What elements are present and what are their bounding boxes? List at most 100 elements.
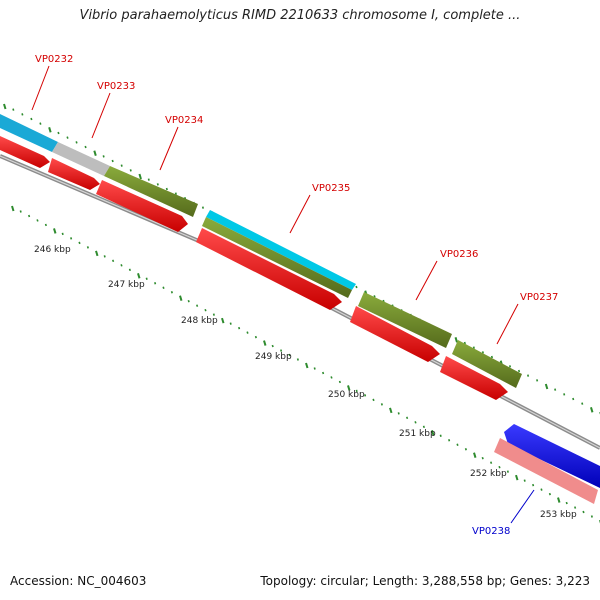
ruler-tick: [48, 127, 52, 133]
genome-summary: Topology: circular; Length: 3,288,558 bp…: [260, 574, 590, 588]
ruler-tick: [456, 443, 459, 446]
gene-label-vp0235[interactable]: VP0235: [312, 183, 350, 194]
ruler-tick: [364, 394, 367, 397]
ruler-tick: [156, 183, 159, 186]
ruler-tick: [313, 367, 316, 370]
ruler-tick: [112, 259, 115, 263]
ruler-tick: [271, 344, 274, 348]
ruler-tick: [288, 353, 291, 357]
ruler-tick: [154, 282, 157, 285]
cds-arrow-vp0237[interactable]: [440, 356, 508, 400]
ruler-tick: [137, 272, 141, 279]
cds-track: [0, 136, 508, 400]
cds-arrow-vp0234[interactable]: [96, 180, 188, 232]
ruler-ticks: [11, 205, 600, 524]
ruler-tick: [472, 346, 475, 349]
ruler-tick: [536, 379, 539, 382]
cds-arrow-vp0236[interactable]: [350, 306, 440, 362]
feature-gray-vp0233[interactable]: [52, 142, 110, 176]
gene-label-vp0232[interactable]: VP0232: [35, 54, 73, 65]
ruler-tick: [481, 456, 484, 460]
ruler-tick: [28, 214, 31, 218]
cds-arrow-vp0233[interactable]: [48, 158, 100, 190]
ruler-tick: [372, 398, 375, 402]
ruler-tick: [557, 497, 561, 503]
ruler-tick: [508, 365, 512, 368]
ruler-tick: [582, 510, 585, 514]
gene-label-vp0238[interactable]: VP0238: [472, 526, 510, 537]
ruler-tick: [572, 397, 575, 401]
ruler-tick: [563, 393, 566, 396]
ruler-tick: [57, 131, 60, 135]
ruler-tick: [196, 304, 199, 307]
gene-label-vp0234[interactable]: VP0234: [165, 115, 203, 126]
ruler-tick: [544, 383, 549, 390]
ruler-tick: [204, 308, 207, 312]
feature-pink-vp0238[interactable]: [494, 438, 598, 504]
ruler-tick: [565, 501, 568, 505]
ruler-tick: [330, 376, 333, 379]
ruler-tick: [179, 295, 183, 302]
ruler-tick: [448, 439, 451, 442]
ruler-tick: [347, 385, 351, 391]
ruler-tick: [201, 206, 205, 209]
ruler-tick: [187, 299, 190, 303]
cds-arrow-vp0232[interactable]: [0, 136, 50, 168]
ruler-tick: [263, 340, 267, 346]
ruler-tick: [590, 515, 593, 518]
ruler-tick: [162, 286, 165, 289]
ruler-tick: [515, 474, 519, 481]
feature-green-vp0235[interactable]: [202, 217, 352, 298]
kbp-label: 249 kbp: [255, 352, 292, 362]
cds-arrow-vp0235[interactable]: [196, 228, 342, 310]
ruler-tick: [581, 402, 584, 405]
gene-label-vp0236[interactable]: VP0236: [440, 249, 478, 260]
ruler-tick: [414, 421, 417, 424]
feature-green-vp0237[interactable]: [452, 340, 522, 388]
feature-track-upper: [0, 114, 600, 504]
ruler-tick: [120, 164, 123, 167]
ruler-tick: [506, 470, 509, 473]
ruler-tick: [431, 429, 435, 436]
ruler-tick: [305, 362, 309, 369]
gene-label-vp0233[interactable]: VP0233: [97, 81, 135, 92]
ruler-tick: [36, 219, 39, 222]
kbp-label: 248 kbp: [181, 316, 218, 326]
feature-blue-vp0238[interactable]: [504, 424, 600, 488]
feature-green-vp0234[interactable]: [104, 166, 198, 217]
ruler-tick: [129, 169, 132, 172]
ruler-tick: [498, 465, 501, 469]
ruler-tick: [380, 403, 383, 406]
ruler-tick: [84, 145, 87, 149]
ruler-tick: [338, 380, 341, 384]
ruler-tick: [246, 331, 249, 334]
ruler-tick: [389, 407, 393, 414]
ruler-tick: [406, 416, 409, 420]
ruler-tick: [574, 506, 577, 509]
ruler-tick: [454, 337, 458, 343]
ruler-tick: [280, 349, 283, 352]
ruler-tick: [103, 255, 106, 258]
ruler-tick: [296, 358, 299, 361]
kbp-label: 253 kbp: [540, 510, 577, 520]
gene-label-vp0237[interactable]: VP0237: [520, 292, 558, 303]
ruler-tick: [147, 178, 150, 181]
ruler-tick: [554, 388, 557, 391]
ruler-tick: [86, 246, 89, 249]
kbp-labels: 246 kbp 247 kbp 248 kbp 249 kbp 250 kbp …: [34, 245, 577, 520]
ruler-tick: [473, 452, 477, 459]
ruler-tick: [30, 117, 33, 121]
ruler-tick: [70, 237, 73, 240]
kbp-label: 246 kbp: [34, 245, 71, 255]
ruler-tick: [128, 268, 131, 272]
gene-labels: VP0232 VP0233 VP0234 VP0235 VP0236 VP023…: [31, 54, 558, 537]
ruler-tick: [21, 113, 24, 116]
ruler-tick: [212, 313, 215, 316]
ruler-tick: [590, 407, 594, 413]
feature-cyan-vp0235[interactable]: [206, 210, 356, 290]
feature-cyan-vp0232[interactable]: [0, 114, 58, 152]
feature-green-vp0236[interactable]: [358, 292, 452, 348]
kbp-label: 250 kbp: [328, 390, 365, 400]
ruler-tick: [12, 108, 15, 111]
